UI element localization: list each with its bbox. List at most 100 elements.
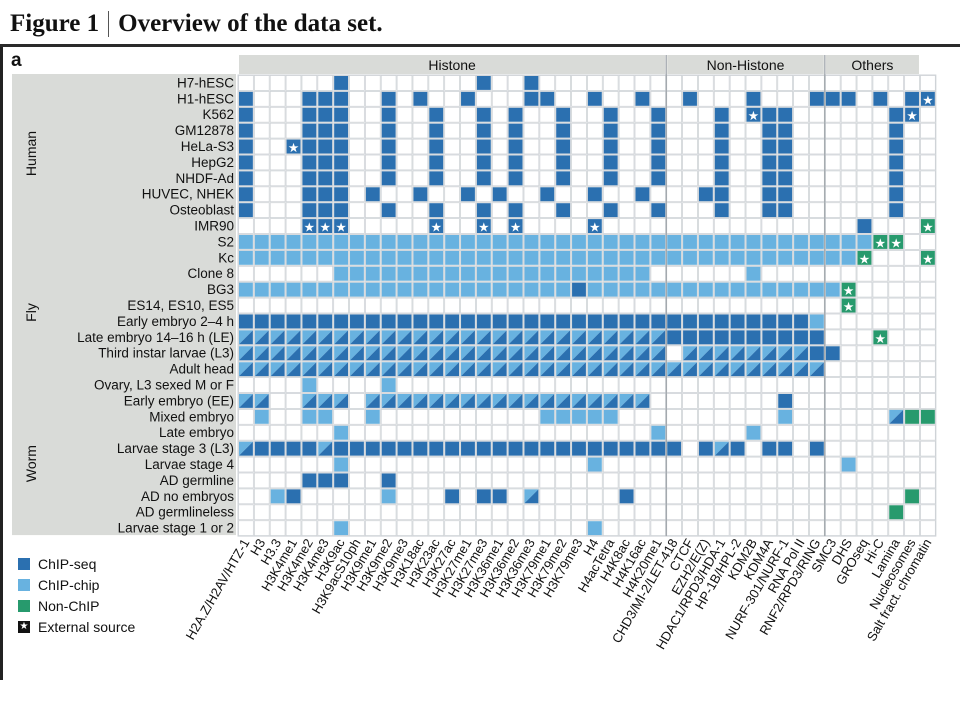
data-cell	[762, 203, 777, 218]
grid-cell	[777, 106, 793, 123]
grid-cell	[793, 218, 809, 234]
grid-cell	[682, 297, 698, 314]
row-label: Ovary, L3 sexed M or F	[94, 378, 234, 393]
grid-cell	[349, 520, 365, 537]
grid-cell	[333, 91, 349, 107]
grid-cell	[301, 472, 318, 489]
data-cell	[556, 282, 571, 297]
data-cell	[762, 171, 777, 186]
grid-cell	[745, 138, 762, 155]
data-cell	[397, 266, 412, 281]
grid-cell	[856, 377, 873, 393]
data-cell	[381, 489, 396, 504]
grid-cell	[777, 234, 793, 250]
data-cell-chip-seq	[365, 362, 380, 377]
data-cell-chip-chip	[350, 346, 364, 361]
grid-cell	[396, 170, 413, 187]
grid-cell	[269, 472, 286, 489]
data-cell	[603, 441, 618, 456]
data-cell-chip-chip	[683, 362, 697, 377]
grid-cell	[396, 106, 413, 123]
grid-cell	[507, 456, 524, 473]
data-cell	[572, 266, 586, 281]
grid-cell	[777, 329, 793, 346]
data-cell-chip-seq	[445, 346, 460, 361]
grid-cell	[872, 202, 889, 218]
data-cell-chip-chip	[397, 394, 412, 408]
data-cell	[350, 266, 364, 281]
data-cell	[619, 235, 634, 249]
grid-cell	[698, 297, 714, 314]
data-cell-chip-chip	[445, 346, 460, 361]
data-cell	[730, 282, 745, 297]
data-cell	[619, 282, 634, 297]
grid-cell	[475, 488, 492, 505]
grid-cell	[587, 170, 603, 187]
data-cell	[809, 330, 824, 345]
grid-cell	[920, 170, 936, 187]
grid-cell	[904, 424, 920, 441]
data-cell-chip-chip	[461, 362, 475, 377]
grid-cell	[349, 456, 365, 473]
data-cell	[492, 282, 507, 297]
grid-cell	[301, 456, 318, 473]
data-cell-chip-seq	[809, 362, 824, 377]
grid-cell	[888, 329, 905, 346]
grid-cell	[460, 472, 476, 489]
grid-cell	[555, 472, 571, 489]
grid-cell	[253, 504, 270, 521]
legend-label: Non-ChIP	[38, 597, 100, 614]
grid-cell	[238, 440, 254, 457]
grid-cell	[253, 202, 270, 218]
grid-cell	[396, 297, 413, 314]
grid-cell	[634, 488, 651, 505]
grid-cell	[634, 313, 651, 330]
star-icon: ★	[923, 254, 933, 266]
grid-cell	[698, 488, 714, 505]
grid-cell	[507, 361, 524, 378]
legend-label: External source	[38, 618, 136, 635]
data-cell	[714, 235, 729, 249]
grid-cell	[682, 313, 698, 330]
grid-cell	[539, 170, 556, 187]
data-cell-chip-chip	[350, 362, 364, 377]
row-label: Osteoblast	[169, 203, 234, 218]
grid-cell	[729, 138, 746, 155]
grid-cell	[571, 345, 587, 362]
grid-cell	[872, 456, 889, 473]
data-cell	[730, 314, 745, 329]
grid-cell	[238, 91, 254, 107]
grid-cell	[920, 138, 936, 155]
grid-cell	[856, 424, 873, 441]
grid-cell	[729, 218, 746, 234]
grid-cell	[761, 170, 778, 187]
grid-cell	[380, 218, 397, 234]
data-cell	[508, 203, 523, 218]
grid-cell	[238, 154, 254, 171]
grid-cell	[460, 456, 476, 473]
grid-cell	[412, 345, 429, 362]
grid-cell	[475, 122, 492, 139]
data-cell	[286, 489, 301, 504]
row-group-label: Worm	[23, 445, 39, 482]
grid-cell	[698, 313, 714, 330]
grid-cell	[618, 106, 635, 123]
grid-cell	[920, 377, 936, 393]
grid-cell	[888, 377, 905, 393]
grid-cell	[269, 408, 286, 425]
grid-cell	[396, 520, 413, 537]
column-label: H4	[580, 536, 601, 558]
grid-cell	[238, 234, 254, 250]
grid-cell	[333, 75, 349, 91]
data-cell-chip-seq	[445, 362, 460, 377]
data-cell	[587, 250, 602, 265]
grid-cell	[840, 329, 857, 346]
grid-cell	[364, 218, 381, 234]
grid-cell	[555, 138, 571, 155]
grid-cell	[333, 313, 349, 330]
grid-cell	[555, 106, 571, 123]
data-cell	[413, 266, 428, 281]
data-cell	[794, 330, 808, 345]
grid-cell	[840, 218, 857, 234]
data-cell	[778, 314, 793, 329]
